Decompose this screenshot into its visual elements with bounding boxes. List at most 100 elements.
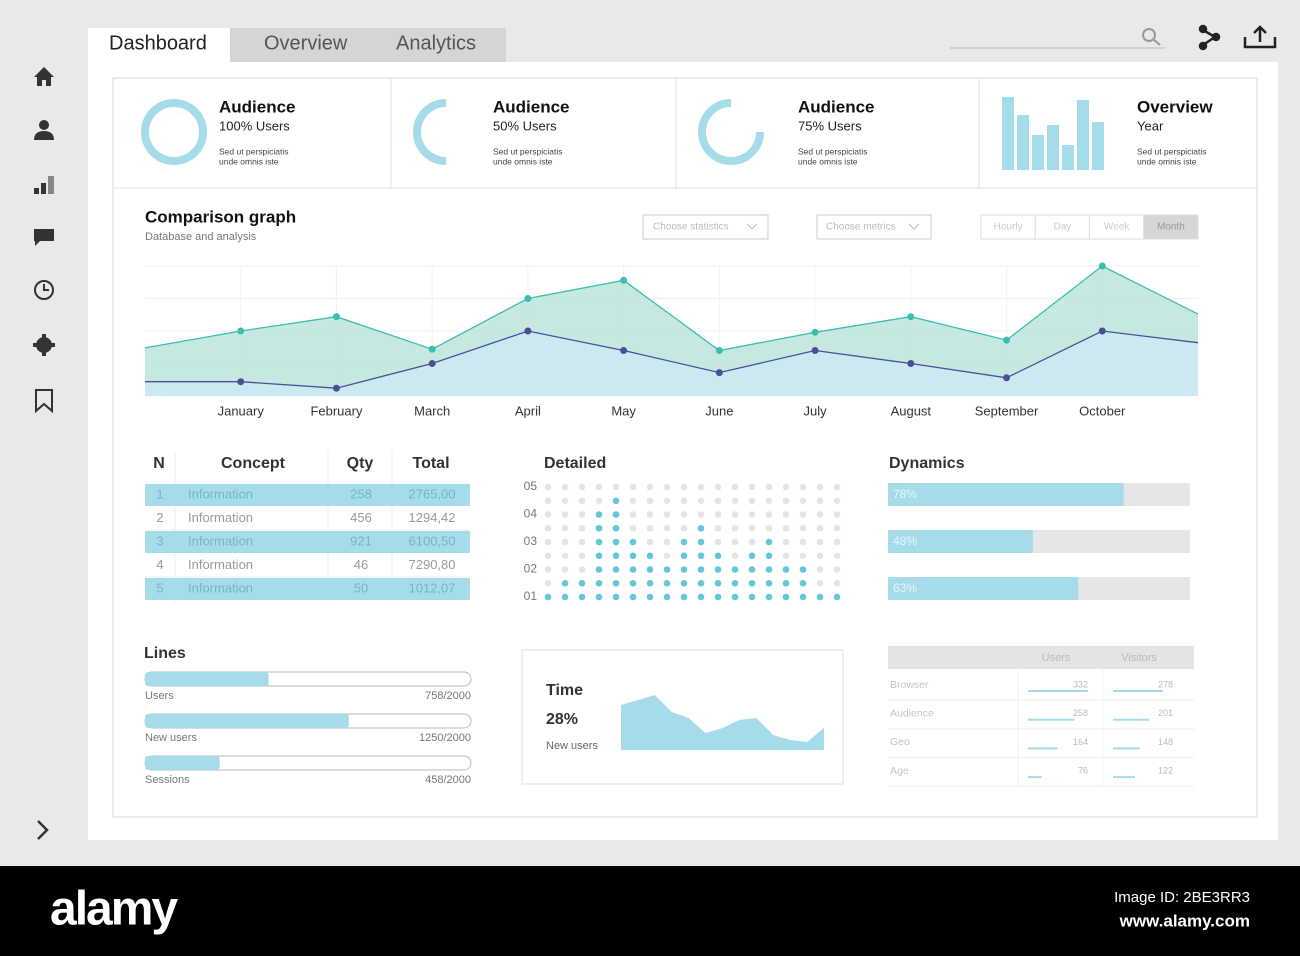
clock-icon[interactable] bbox=[34, 280, 54, 300]
dot-filled bbox=[731, 593, 739, 601]
dot-empty bbox=[663, 511, 671, 518]
point bbox=[1098, 327, 1106, 335]
x-tick-label: January bbox=[218, 403, 265, 418]
tab-label[interactable]: Analytics bbox=[396, 32, 476, 54]
upload-icon[interactable] bbox=[1243, 25, 1277, 49]
y-tick-label: 04 bbox=[524, 507, 538, 521]
period-label[interactable]: Day bbox=[1053, 222, 1071, 233]
dot-empty bbox=[561, 497, 569, 505]
traffic-bar bbox=[1028, 690, 1088, 692]
traffic-value: 332 bbox=[1073, 679, 1088, 689]
dot-filled bbox=[765, 566, 773, 573]
table-cell: 456 bbox=[350, 510, 372, 525]
progress-name: New users bbox=[145, 732, 197, 744]
dot-empty bbox=[765, 511, 773, 518]
traffic-bar bbox=[1113, 690, 1164, 692]
traffic-bar bbox=[1028, 776, 1042, 779]
home-icon[interactable] bbox=[34, 67, 54, 86]
dot-empty bbox=[833, 579, 841, 587]
line bbox=[145, 330, 1199, 389]
card-subtitle: 75% Users bbox=[798, 118, 862, 133]
point bbox=[715, 347, 723, 354]
dropdown[interactable] bbox=[642, 214, 769, 240]
dot-empty bbox=[714, 497, 722, 505]
dot-empty bbox=[561, 511, 569, 518]
line bbox=[144, 265, 1199, 352]
chart-title: Comparison graph bbox=[145, 207, 296, 226]
dot-filled bbox=[714, 566, 722, 573]
point bbox=[1003, 336, 1011, 344]
traffic-value: 164 bbox=[1073, 737, 1088, 747]
dot-empty bbox=[816, 538, 824, 546]
overview-bar bbox=[1032, 135, 1044, 170]
dot-filled bbox=[697, 566, 705, 573]
dropdown-label[interactable]: Choose metrics bbox=[826, 222, 895, 233]
card-text: Sed ut perspiciatis bbox=[493, 146, 562, 156]
sidebar bbox=[33, 67, 55, 840]
dot-empty bbox=[646, 497, 654, 505]
progress-name: Sessions bbox=[145, 774, 190, 786]
tab-label[interactable]: Overview bbox=[264, 32, 348, 54]
card-title: Overview bbox=[1137, 97, 1213, 116]
dot-empty bbox=[799, 538, 807, 546]
x-tick-label: April bbox=[515, 403, 541, 418]
dot-empty bbox=[833, 497, 841, 505]
user-icon[interactable] bbox=[34, 120, 54, 140]
period-label[interactable]: Week bbox=[1104, 222, 1130, 233]
dot-empty bbox=[833, 538, 841, 546]
dot-filled bbox=[663, 566, 671, 573]
traffic-bar bbox=[1113, 747, 1140, 750]
dot-empty bbox=[731, 497, 739, 505]
period-button[interactable] bbox=[1089, 214, 1145, 240]
period-label[interactable]: Hourly bbox=[994, 222, 1023, 233]
tab-label[interactable]: Dashboard bbox=[109, 32, 207, 54]
share-icon[interactable] bbox=[1198, 24, 1221, 51]
stats-icon[interactable] bbox=[34, 176, 54, 194]
point bbox=[907, 360, 915, 367]
overview-bar bbox=[1077, 100, 1089, 170]
dot-filled bbox=[799, 593, 807, 601]
dot-filled bbox=[646, 593, 654, 601]
y-tick-label: 05 bbox=[524, 479, 538, 493]
dot-filled bbox=[765, 538, 773, 546]
dot-empty bbox=[578, 552, 586, 560]
time-stat: 28% bbox=[546, 711, 578, 728]
dot-empty bbox=[544, 566, 552, 573]
dot-empty bbox=[816, 579, 824, 587]
dot-filled bbox=[646, 579, 654, 587]
period-button[interactable] bbox=[1034, 214, 1090, 240]
dot-empty bbox=[612, 483, 620, 491]
expand-icon[interactable] bbox=[37, 820, 49, 840]
dot-filled bbox=[714, 552, 722, 560]
dropdown-arrow bbox=[746, 223, 758, 230]
dot-filled bbox=[748, 579, 756, 587]
dot-empty bbox=[782, 511, 790, 518]
dot-empty bbox=[663, 524, 671, 532]
dot-empty bbox=[816, 483, 824, 491]
dropdown-label[interactable]: Choose statistics bbox=[653, 222, 729, 233]
dot-filled bbox=[697, 552, 705, 560]
message-icon[interactable] bbox=[34, 229, 54, 246]
settings-icon[interactable] bbox=[33, 334, 55, 356]
traffic-value: 76 bbox=[1078, 765, 1088, 775]
dot-empty bbox=[544, 497, 552, 505]
table-cell: 6100,50 bbox=[409, 533, 456, 548]
table-cell: 1294,42 bbox=[409, 510, 456, 525]
table-cell: Information bbox=[188, 486, 253, 501]
overview-bar bbox=[1047, 125, 1059, 170]
period-label[interactable]: Month bbox=[1157, 222, 1185, 233]
dot-empty bbox=[544, 511, 552, 518]
dot-filled bbox=[578, 593, 586, 601]
period-button[interactable] bbox=[1143, 214, 1199, 240]
dot-filled bbox=[799, 566, 807, 573]
card-title: Audience bbox=[798, 97, 875, 116]
dropdown[interactable] bbox=[816, 214, 932, 240]
search-icon[interactable] bbox=[1142, 28, 1161, 46]
bookmark-icon[interactable] bbox=[35, 389, 53, 414]
dot-empty bbox=[629, 497, 637, 505]
dot-filled bbox=[595, 538, 603, 546]
dot-empty bbox=[629, 511, 637, 518]
point bbox=[428, 360, 436, 367]
